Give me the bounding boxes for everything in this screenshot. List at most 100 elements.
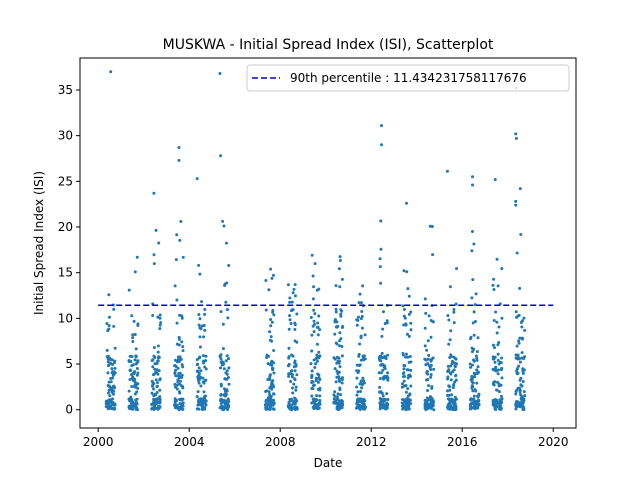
data-point bbox=[402, 308, 406, 312]
data-point bbox=[426, 389, 430, 393]
data-point bbox=[425, 406, 429, 410]
data-point bbox=[269, 396, 273, 400]
data-point bbox=[317, 350, 321, 354]
data-point bbox=[290, 308, 294, 312]
data-point bbox=[128, 406, 132, 410]
data-point bbox=[199, 384, 203, 388]
data-point bbox=[497, 341, 501, 345]
data-point bbox=[287, 356, 291, 360]
data-point bbox=[520, 351, 524, 355]
data-point bbox=[475, 356, 479, 360]
data-point bbox=[135, 390, 139, 394]
data-point bbox=[317, 373, 321, 377]
data-point bbox=[340, 399, 344, 403]
data-point bbox=[127, 398, 131, 402]
data-point bbox=[522, 390, 526, 394]
data-point bbox=[178, 391, 182, 395]
data-point bbox=[385, 392, 389, 396]
data-point bbox=[359, 358, 363, 362]
data-point bbox=[222, 406, 226, 410]
data-point bbox=[227, 366, 231, 370]
data-point bbox=[355, 393, 359, 397]
data-point bbox=[403, 364, 407, 368]
data-point bbox=[156, 401, 160, 405]
data-point bbox=[517, 364, 521, 368]
data-point bbox=[432, 400, 436, 404]
data-point bbox=[157, 356, 161, 359]
data-point bbox=[318, 401, 322, 405]
data-point bbox=[447, 318, 451, 322]
data-point bbox=[112, 307, 116, 311]
data-point bbox=[224, 392, 228, 396]
data-point bbox=[470, 386, 474, 390]
data-point bbox=[221, 322, 225, 326]
data-point bbox=[379, 281, 383, 285]
data-point bbox=[360, 326, 364, 330]
data-point bbox=[109, 376, 113, 380]
data-point bbox=[313, 312, 317, 316]
data-point bbox=[175, 387, 179, 391]
data-point bbox=[470, 249, 474, 253]
data-point bbox=[311, 274, 315, 278]
data-point bbox=[358, 342, 362, 346]
data-point bbox=[158, 323, 162, 327]
data-point bbox=[112, 407, 116, 411]
data-point bbox=[110, 358, 114, 362]
data-point bbox=[431, 253, 435, 257]
data-point bbox=[426, 339, 430, 343]
data-point bbox=[177, 158, 181, 162]
data-point bbox=[133, 369, 137, 373]
data-point bbox=[265, 355, 269, 359]
data-point bbox=[493, 360, 497, 364]
data-point bbox=[315, 288, 319, 292]
data-point bbox=[293, 294, 297, 298]
data-point bbox=[402, 371, 406, 375]
data-point bbox=[334, 310, 338, 314]
data-point bbox=[158, 327, 162, 331]
data-point bbox=[181, 345, 185, 349]
data-point bbox=[452, 321, 456, 325]
data-point bbox=[314, 362, 318, 366]
data-point bbox=[314, 356, 318, 360]
data-point bbox=[453, 365, 457, 369]
data-point bbox=[452, 310, 456, 314]
data-point bbox=[272, 385, 276, 389]
data-point bbox=[312, 319, 316, 323]
data-point bbox=[499, 404, 503, 408]
data-point bbox=[202, 324, 206, 328]
data-point bbox=[404, 407, 408, 411]
data-point bbox=[425, 371, 429, 375]
data-point bbox=[493, 346, 497, 350]
data-point bbox=[514, 407, 518, 411]
x-tick-label: 2000 bbox=[83, 435, 114, 449]
data-point bbox=[432, 408, 436, 412]
data-point bbox=[219, 357, 223, 361]
data-point bbox=[111, 362, 115, 366]
data-point bbox=[407, 334, 411, 338]
data-point bbox=[453, 398, 457, 402]
data-point bbox=[173, 400, 177, 404]
data-point bbox=[180, 404, 184, 408]
data-point bbox=[268, 373, 272, 377]
data-point bbox=[270, 276, 274, 280]
data-point bbox=[201, 354, 205, 358]
x-axis: 2000 2004 2008 2012 2016 2020 bbox=[83, 428, 569, 449]
data-point bbox=[177, 359, 181, 363]
data-point bbox=[515, 344, 519, 348]
data-point bbox=[111, 397, 115, 401]
data-point bbox=[204, 367, 208, 371]
data-point bbox=[477, 402, 481, 406]
data-point bbox=[155, 390, 159, 394]
data-point bbox=[152, 191, 156, 195]
data-point bbox=[427, 353, 431, 357]
data-point bbox=[381, 310, 385, 314]
data-point bbox=[379, 247, 383, 251]
data-point bbox=[407, 407, 411, 411]
data-point bbox=[520, 337, 524, 341]
data-point bbox=[361, 376, 365, 380]
data-point bbox=[472, 242, 476, 246]
data-point bbox=[226, 316, 230, 320]
data-point bbox=[158, 395, 162, 399]
data-point bbox=[518, 286, 522, 290]
data-point bbox=[156, 315, 160, 319]
